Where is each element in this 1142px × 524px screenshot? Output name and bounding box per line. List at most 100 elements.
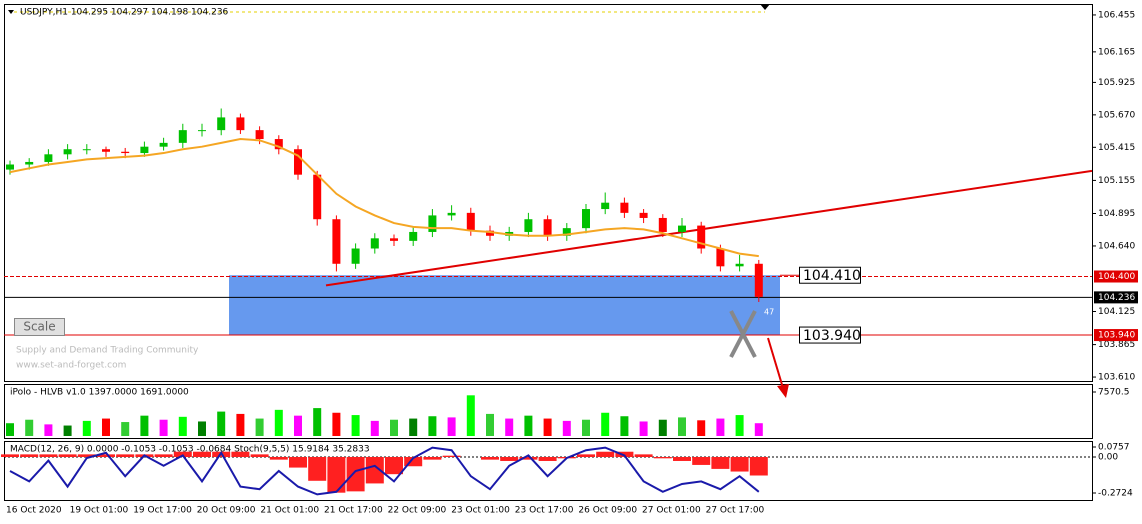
candle-body	[332, 219, 341, 264]
macd-bar	[1, 454, 19, 458]
volume-bar	[140, 415, 149, 436]
candle-body	[6, 164, 14, 170]
volume-panel	[4, 384, 1093, 439]
price-box	[1094, 291, 1138, 304]
x-tick-label: 21 Oct 01:00	[260, 506, 319, 516]
volume-bar	[102, 418, 110, 436]
x-tick-label: 23 Oct 17:00	[515, 506, 574, 516]
button-frame[interactable]	[14, 318, 65, 336]
candle-body	[543, 219, 552, 236]
price-label: 103.940	[1098, 331, 1135, 341]
volume-bar	[82, 420, 91, 436]
main-panel	[4, 4, 1093, 382]
macd-bar	[653, 457, 672, 459]
volume-bar	[735, 415, 744, 436]
scale-button[interactable]: Scale	[14, 318, 65, 336]
candle-body	[236, 117, 245, 131]
candle-body	[524, 219, 533, 232]
volume-bar	[582, 419, 590, 436]
volume-bar	[601, 412, 610, 436]
candle-body	[466, 212, 475, 231]
y-tick-label: 105.670	[1098, 110, 1135, 120]
volume-bar	[198, 421, 206, 436]
volume-bar	[697, 420, 706, 436]
macd-title: MACD(12, 26, 9) 0.0000 -0.1053 -0.1053 -…	[10, 445, 370, 455]
macd-bar	[385, 457, 403, 475]
x-tick-label: 16 Oct 2020	[6, 506, 62, 516]
macd-bar	[250, 454, 269, 458]
macd-bar	[634, 454, 653, 458]
macd-bar	[596, 451, 615, 458]
volume-bar	[409, 418, 418, 436]
candle-body	[735, 263, 744, 267]
volume-bar	[447, 417, 456, 436]
volume-bar	[658, 419, 667, 436]
candle-body	[102, 149, 110, 152]
price-box	[1094, 270, 1138, 283]
candle-body	[44, 154, 53, 162]
candle-body	[82, 149, 91, 151]
macd-bar	[308, 457, 327, 481]
candle-body	[639, 212, 648, 218]
zone-label-box	[799, 326, 861, 344]
menu-marker	[8, 10, 14, 14]
macd-bar	[231, 451, 250, 458]
volume-bar	[44, 424, 53, 436]
volume-bar	[754, 423, 763, 436]
volume-bar	[428, 416, 437, 436]
volume-bar	[716, 418, 725, 436]
x-tick-label: 26 Oct 09:00	[578, 506, 637, 516]
x-tick-label: 19 Oct 01:00	[70, 506, 129, 516]
candle-body	[121, 151, 130, 154]
macd-bar	[154, 454, 173, 458]
candle-body	[601, 202, 610, 210]
x-tick-label: 21 Oct 17:00	[324, 506, 383, 516]
candle-body	[274, 139, 283, 150]
volume-bar	[678, 417, 686, 436]
candle-body	[217, 117, 226, 131]
stoch-line	[9, 446, 760, 496]
volume-bar	[524, 415, 533, 436]
y-tick-label: 7570.5	[1098, 388, 1130, 398]
volume-bar	[620, 416, 629, 436]
candle-body	[678, 225, 686, 232]
arrow-head	[777, 384, 789, 398]
candle-body	[255, 130, 264, 140]
shift-marker	[760, 4, 770, 10]
y-tick-label: -0.2724	[1098, 489, 1133, 499]
candle-body	[697, 225, 706, 249]
macd-bar	[269, 457, 288, 460]
macd-bar	[500, 457, 519, 461]
macd-bar	[289, 457, 307, 468]
x-tick-label: 20 Oct 09:00	[197, 506, 256, 516]
volume-bar	[370, 420, 379, 436]
candle-body	[351, 248, 360, 264]
volume-bar	[178, 416, 187, 436]
candle-body	[716, 248, 725, 267]
candle-body	[25, 161, 34, 165]
annotation: 47	[764, 308, 774, 317]
candle-body	[313, 174, 322, 220]
volume-bar	[236, 413, 245, 436]
macd-bar	[193, 451, 211, 458]
candle-body	[140, 146, 149, 154]
volume-bar	[217, 411, 226, 436]
volume-bar	[332, 412, 341, 436]
watermark: Supply and Demand Trading Community	[16, 346, 199, 356]
macd-panel	[4, 441, 1093, 501]
y-tick-label: 105.155	[1098, 176, 1135, 186]
candle-body	[486, 230, 494, 236]
button-label[interactable]: Scale	[23, 320, 55, 334]
macd-bar	[442, 455, 461, 458]
candle-body	[582, 209, 590, 229]
volume-bar	[63, 425, 72, 436]
candle-body	[370, 238, 379, 249]
macd-bar	[538, 457, 557, 461]
y-tick-label: 104.125	[1098, 307, 1135, 317]
supply-demand-zone	[229, 275, 780, 336]
volume-bar	[313, 408, 322, 436]
y-tick-label: 106.165	[1098, 47, 1135, 57]
